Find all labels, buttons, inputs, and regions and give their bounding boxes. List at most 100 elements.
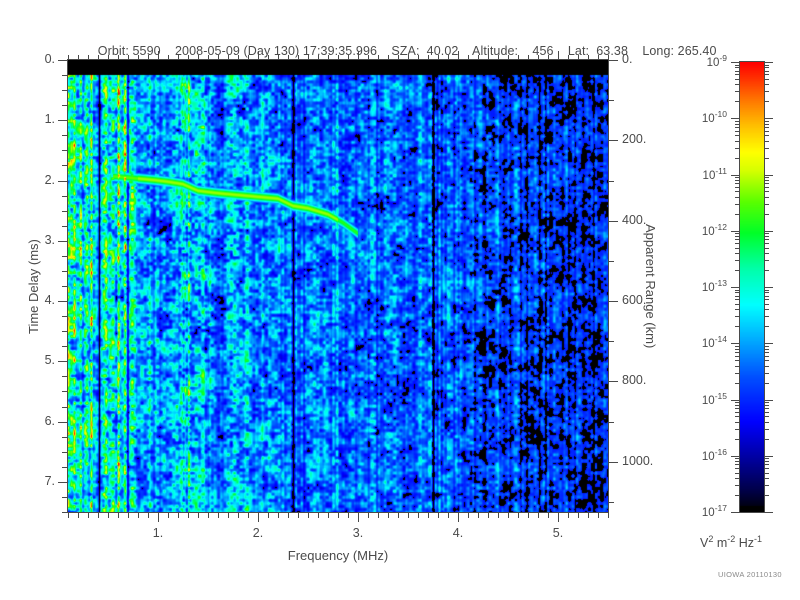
- y-axis-left-major-tick: [58, 301, 67, 302]
- colorbar-minor-tick-left: [735, 79, 739, 80]
- y-axis-left-minor-tick: [62, 150, 67, 151]
- colorbar-ticklabel: 10-13: [701, 278, 727, 294]
- colorbar-ticklabel: 10-16: [701, 447, 727, 463]
- x-axis-minor-tick-top: [498, 55, 499, 60]
- x-axis-minor-tick: [508, 513, 509, 518]
- colorbar-minor-tick-right: [765, 292, 769, 293]
- x-axis-major-tick-top: [158, 51, 159, 60]
- x-axis-minor-tick: [528, 513, 529, 518]
- x-axis-minor-tick: [608, 513, 609, 518]
- plot-header: Orbit: 5590 2008-05-09 (Day 130) 17:39:3…: [0, 30, 800, 72]
- colorbar-minor-tick-left: [735, 124, 739, 125]
- colorbar-minor-tick-left: [735, 148, 739, 149]
- y-axis-left-title: Time Delay (ms): [26, 239, 41, 334]
- colorbar-minor-tick-right: [765, 127, 769, 128]
- colorbar-minor-tick-left: [735, 292, 739, 293]
- colorbar-major-tick-left: [731, 231, 739, 232]
- colorbar-minor-tick-right: [765, 290, 769, 291]
- x-axis-minor-tick-top: [538, 55, 539, 60]
- x-axis-minor-tick: [428, 513, 429, 518]
- x-axis-minor-tick-top: [68, 55, 69, 60]
- colorbar-minor-tick-right: [765, 316, 769, 317]
- colorbar-minor-tick-right: [765, 253, 769, 254]
- y-axis-left-minor-tick: [62, 271, 67, 272]
- colorbar-minor-tick-left: [735, 84, 739, 85]
- x-axis-minor-tick-top: [198, 55, 199, 60]
- colorbar-minor-tick-right: [765, 239, 769, 240]
- colorbar-minor-tick-left: [735, 316, 739, 317]
- x-axis-minor-tick-top: [568, 55, 569, 60]
- colorbar-minor-tick-left: [735, 352, 739, 353]
- x-axis-minor-tick-top: [278, 55, 279, 60]
- colorbar-minor-tick-right: [765, 84, 769, 85]
- colorbar-minor-tick-right: [765, 214, 769, 215]
- y-axis-left-ticklabel: 2.: [44, 172, 55, 187]
- y-axis-left-minor-tick: [62, 376, 67, 377]
- x-axis-minor-tick: [88, 513, 89, 518]
- x-axis-minor-tick-top: [608, 55, 609, 60]
- colorbar-minor-tick-left: [735, 416, 739, 417]
- colorbar-minor-tick-left: [735, 412, 739, 413]
- x-axis-ticklabel: 1.: [152, 526, 164, 540]
- colorbar-minor-tick-right: [765, 495, 769, 496]
- y-axis-left-minor-tick: [62, 105, 67, 106]
- x-axis-minor-tick-top: [228, 55, 229, 60]
- x-axis-major-tick: [258, 513, 259, 522]
- colorbar-ticklabel: 10-11: [702, 166, 727, 182]
- colorbar-minor-tick-right: [765, 131, 769, 132]
- colorbar-minor-tick-right: [765, 473, 769, 474]
- y-axis-left-minor-tick: [62, 391, 67, 392]
- colorbar-minor-tick-right: [765, 158, 769, 159]
- colorbar-major-tick-right: [765, 175, 773, 176]
- colorbar-minor-tick-right: [765, 141, 769, 142]
- y-axis-left-ticklabel: 0.: [44, 52, 55, 66]
- x-axis-minor-tick: [488, 513, 489, 518]
- x-axis-minor-tick: [538, 513, 539, 518]
- x-axis-ticklabel: 5.: [552, 526, 564, 540]
- y-axis-left-ticklabel: 7.: [44, 473, 55, 488]
- colorbar-minor-tick-right: [765, 197, 769, 198]
- colorbar-major-tick-left: [731, 118, 739, 119]
- x-axis-minor-tick-top: [298, 55, 299, 60]
- colorbar-minor-tick-right: [765, 67, 769, 68]
- x-axis-minor-tick: [378, 513, 379, 518]
- x-axis-minor-tick-top: [548, 55, 549, 60]
- colorbar-minor-tick-right: [765, 65, 769, 66]
- colorbar-minor-tick-left: [735, 495, 739, 496]
- colorbar-minor-tick-right: [765, 121, 769, 122]
- x-axis-minor-tick: [278, 513, 279, 518]
- colorbar-minor-tick-right: [765, 248, 769, 249]
- colorbar-minor-tick-left: [735, 373, 739, 374]
- colorbar-major-tick-right: [765, 287, 773, 288]
- colorbar-minor-tick-left: [735, 91, 739, 92]
- y-axis-left-minor-tick: [62, 407, 67, 408]
- colorbar-major-tick-left: [731, 456, 739, 457]
- y-axis-right-major-tick: [609, 221, 618, 222]
- x-axis-minor-tick-top: [78, 55, 79, 60]
- y-axis-left-minor-tick: [62, 226, 67, 227]
- x-axis-major-tick-top: [558, 51, 559, 60]
- x-axis-minor-tick-top: [418, 55, 419, 60]
- x-axis-minor-tick: [598, 513, 599, 518]
- colorbar-minor-tick-left: [735, 299, 739, 300]
- colorbar-minor-tick-right: [765, 183, 769, 184]
- y-axis-left-ticklabel: 4.: [44, 293, 55, 308]
- colorbar-minor-tick-right: [765, 349, 769, 350]
- x-axis-minor-tick-top: [438, 55, 439, 60]
- colorbar: [740, 62, 764, 512]
- colorbar-minor-tick-left: [735, 65, 739, 66]
- y-axis-right-ticklabel: 400.: [622, 212, 647, 227]
- colorbar-major-tick-left: [731, 512, 739, 513]
- x-axis-ticklabel: 4.: [452, 526, 464, 540]
- x-axis-minor-tick-top: [178, 55, 179, 60]
- colorbar-minor-tick-left: [735, 197, 739, 198]
- colorbar-minor-tick-left: [735, 304, 739, 305]
- x-axis-minor-tick-top: [368, 55, 369, 60]
- colorbar-top-line: [739, 61, 765, 62]
- x-axis-minor-tick-top: [208, 55, 209, 60]
- y-axis-left-minor-tick: [62, 512, 67, 513]
- y-axis-right-major-tick: [609, 462, 618, 463]
- colorbar-minor-tick-left: [735, 468, 739, 469]
- colorbar-minor-tick-right: [765, 243, 769, 244]
- colorbar-minor-tick-left: [735, 270, 739, 271]
